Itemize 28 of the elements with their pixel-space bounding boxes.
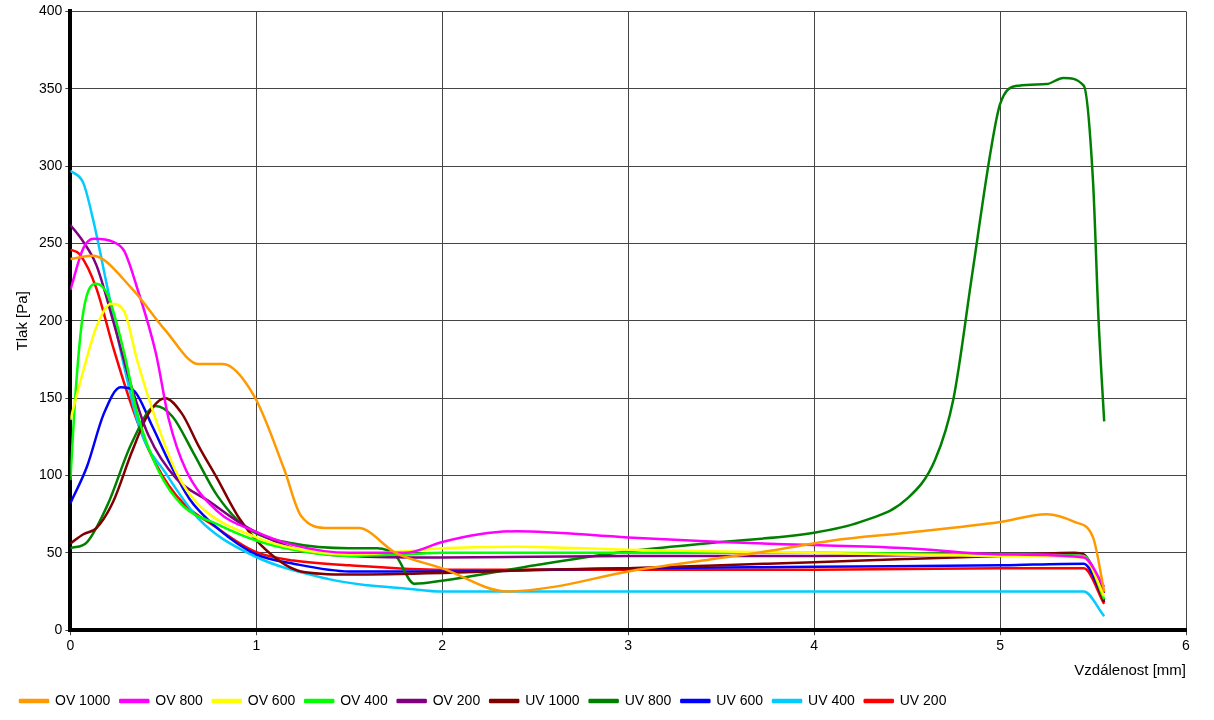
y-axis-title: Tlak [Pa] [13,291,31,351]
y-tick-label: 100 [39,466,63,483]
legend-label: OV 1000 [55,691,111,708]
x-tick-label: 6 [1182,637,1191,654]
legend-label: UV 400 [808,691,855,708]
legend-label: UV 1000 [525,691,580,708]
x-tick-label: 4 [810,637,819,654]
x-tick-label: 3 [624,637,633,654]
y-tick-label: 150 [39,389,63,406]
y-tick-label: 250 [39,234,63,251]
y-tick-label: 400 [39,2,63,19]
legend-label: UV 600 [716,691,764,708]
y-tick-label: 0 [54,621,63,638]
y-tick-label: 350 [39,79,63,96]
y-tick-label: 300 [39,156,63,173]
x-tick-label: 5 [996,637,1005,654]
y-tick-label: 50 [46,543,63,560]
x-tick-label: 0 [66,637,75,654]
x-tick-label: 2 [438,637,447,654]
legend-label: OV 800 [155,691,203,708]
legend-label: OV 600 [247,691,296,708]
y-tick-label: 200 [39,311,63,328]
legend-label: UV 800 [624,691,672,708]
legend-label: UV 200 [899,691,947,708]
x-axis-title: Vzdálenost [mm] [1074,661,1186,679]
legend-label: OV 400 [340,691,388,708]
x-tick-label: 1 [252,637,261,654]
legend-label: OV 200 [432,691,481,708]
